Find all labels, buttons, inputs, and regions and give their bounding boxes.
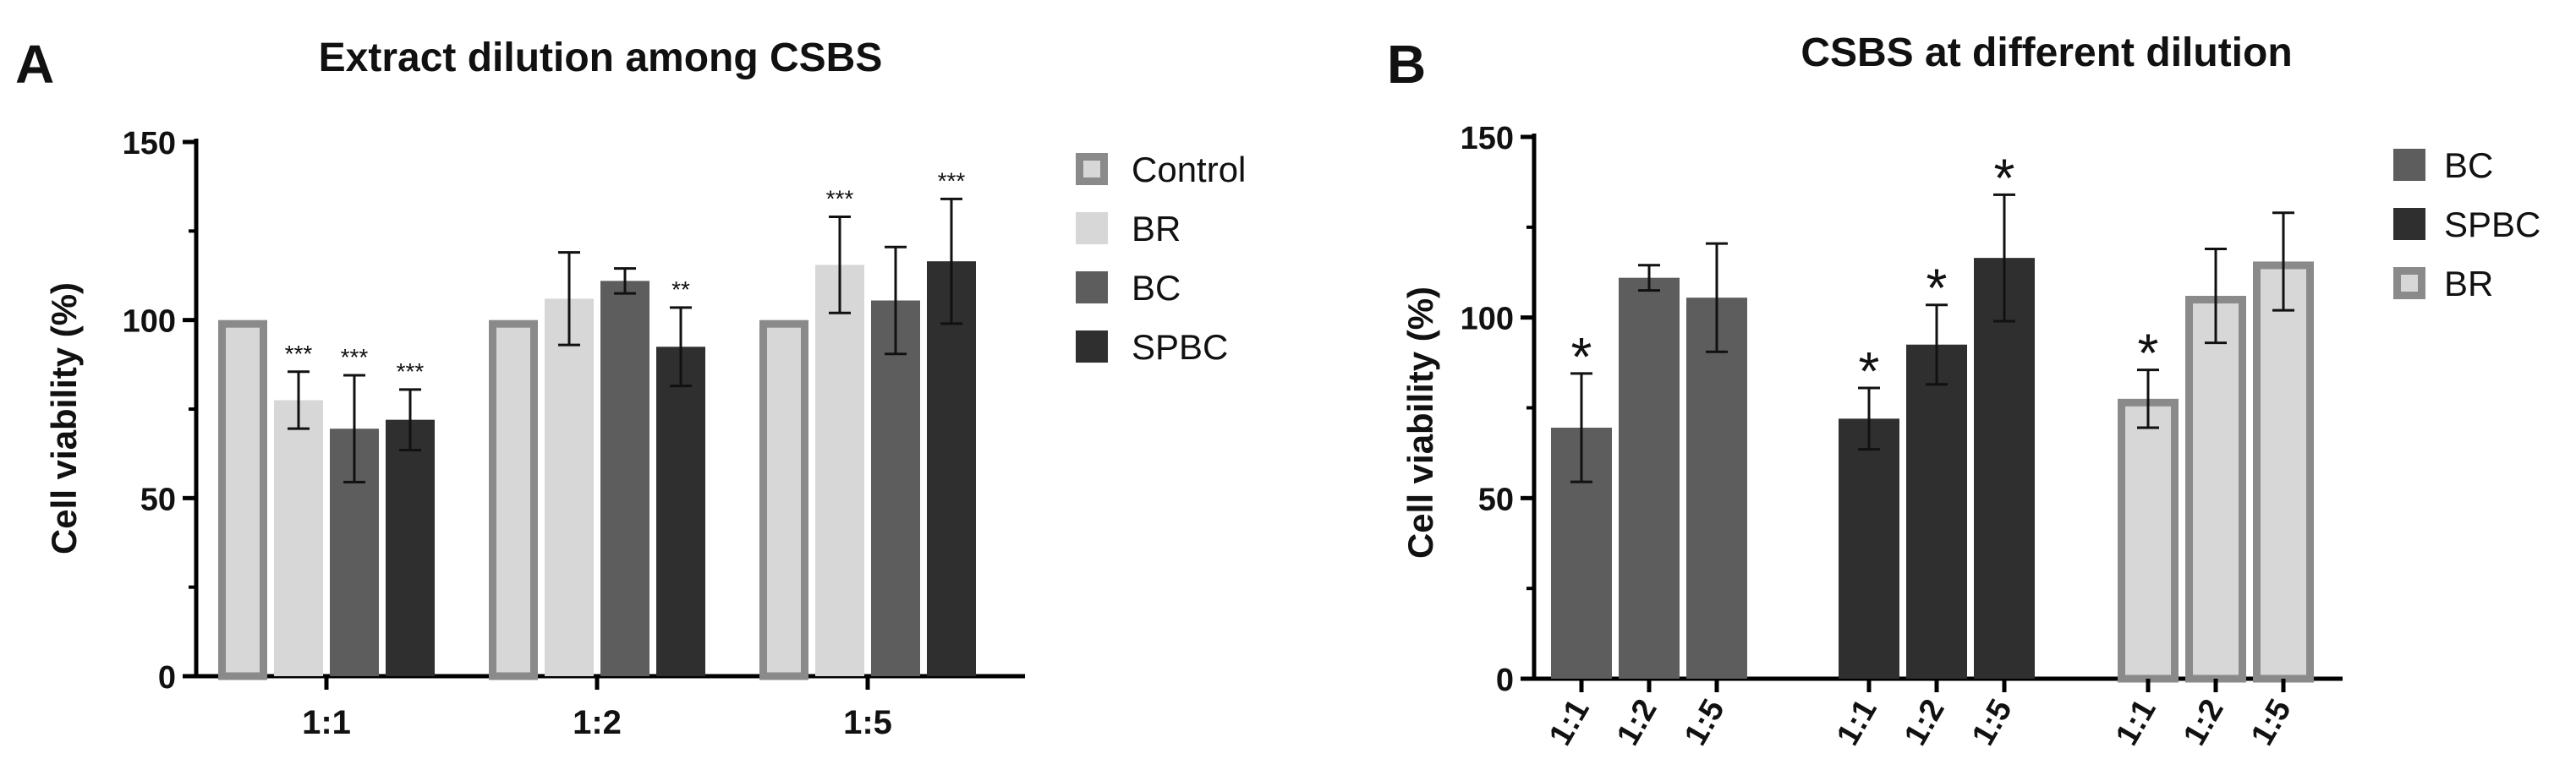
a-br-bar: [545, 298, 594, 676]
a-spbc-bar: [927, 261, 976, 676]
b-ytick-label: 50: [1478, 482, 1514, 517]
b-xtick-label: 1:1: [1543, 694, 1597, 752]
a-bc-bar: [871, 300, 920, 676]
a-ytick-label: 100: [123, 304, 176, 340]
b-legend-label-bc: BC: [2444, 145, 2493, 185]
panel-a-ylabel: Cell viability (%): [44, 282, 84, 554]
a-spbc-bar: [656, 347, 705, 676]
a-br-significance: ***: [285, 341, 313, 367]
a-spbc-significance: ***: [938, 167, 966, 194]
a-legend-swatch-spbc: [1076, 330, 1108, 363]
a-xtick-label: 1:2: [573, 704, 622, 741]
a-br-significance: ***: [826, 185, 854, 211]
panel-a-title: Extract dilution among CSBS: [319, 35, 883, 80]
b-bc-bar: [1619, 277, 1680, 679]
panel-a-letter: A: [15, 34, 54, 95]
a-control-bar: [489, 319, 538, 680]
b-br-bar: [2118, 398, 2179, 683]
b-legend-label-br: BR: [2444, 264, 2493, 303]
b-xtick-label: 1:5: [1678, 694, 1732, 752]
b-ytick-label: 150: [1461, 121, 1514, 156]
a-bc-bar: [600, 281, 649, 676]
b-xtick-label: 1:1: [2109, 694, 2163, 752]
panel-b-letter: B: [1387, 34, 1426, 95]
b-xtick-label: 1:1: [1830, 694, 1884, 752]
b-legend-swatch-br: [2393, 267, 2425, 299]
b-spbc-bar: [1974, 258, 2035, 679]
a-ytick-label: 50: [140, 482, 176, 517]
a-spbc-significance: ***: [397, 358, 425, 385]
a-control-bar: [759, 319, 808, 680]
b-spbc-significance: *: [1859, 341, 1880, 401]
panel-b-title: CSBS at different dilution: [1800, 30, 2292, 75]
a-legend-swatch-control: [1076, 153, 1108, 185]
b-br-bar: [2253, 261, 2314, 683]
b-ytick-label: 100: [1461, 302, 1514, 337]
a-legend-label-bc: BC: [1132, 268, 1181, 308]
a-spbc-significance: **: [671, 276, 690, 303]
a-bc-significance: ***: [341, 344, 369, 370]
a-legend-label-spbc: SPBC: [1132, 327, 1228, 367]
b-legend-swatch-spbc: [2393, 208, 2425, 240]
a-xtick-label: 1:1: [302, 704, 351, 741]
b-bc-bar: [1686, 298, 1747, 679]
b-ytick-label: 0: [1496, 663, 1514, 698]
a-ytick-label: 150: [123, 126, 176, 161]
b-spbc-bar: [1906, 344, 1967, 679]
b-xtick-label: 1:2: [1898, 694, 1952, 752]
b-br-bar: [2185, 296, 2246, 683]
b-bc-significance: *: [1571, 326, 1592, 387]
b-spbc-significance: *: [1927, 258, 1948, 319]
b-xtick-label: 1:2: [2177, 694, 2231, 752]
a-br-bar: [815, 265, 864, 676]
a-legend-swatch-bc: [1076, 271, 1108, 303]
a-legend-label-br: BR: [1132, 209, 1181, 248]
b-spbc-significance: *: [1994, 147, 2015, 208]
a-legend-label-control: Control: [1132, 150, 1246, 189]
b-br-significance: *: [2138, 323, 2159, 384]
b-xtick-label: 1:5: [1965, 694, 2020, 752]
a-control-bar: [218, 319, 267, 680]
a-ytick-label: 0: [158, 660, 176, 696]
b-xtick-label: 1:2: [1610, 694, 1664, 752]
a-spbc-bar: [386, 419, 435, 676]
b-spbc-bar: [1839, 418, 1899, 679]
b-legend-label-spbc: SPBC: [2444, 205, 2540, 244]
b-xtick-label: 1:5: [2244, 694, 2299, 752]
a-legend-swatch-br: [1076, 212, 1108, 244]
a-xtick-label: 1:5: [843, 704, 892, 741]
a-br-bar: [274, 400, 323, 676]
panel-b-ylabel: Cell viability (%): [1400, 287, 1440, 559]
b-legend-swatch-bc: [2393, 149, 2425, 181]
panel-a-plot: 0 50 100 150 *** *** *** 1:1 ** 1:2 *** *** 1:5 Contr…: [123, 126, 1247, 741]
